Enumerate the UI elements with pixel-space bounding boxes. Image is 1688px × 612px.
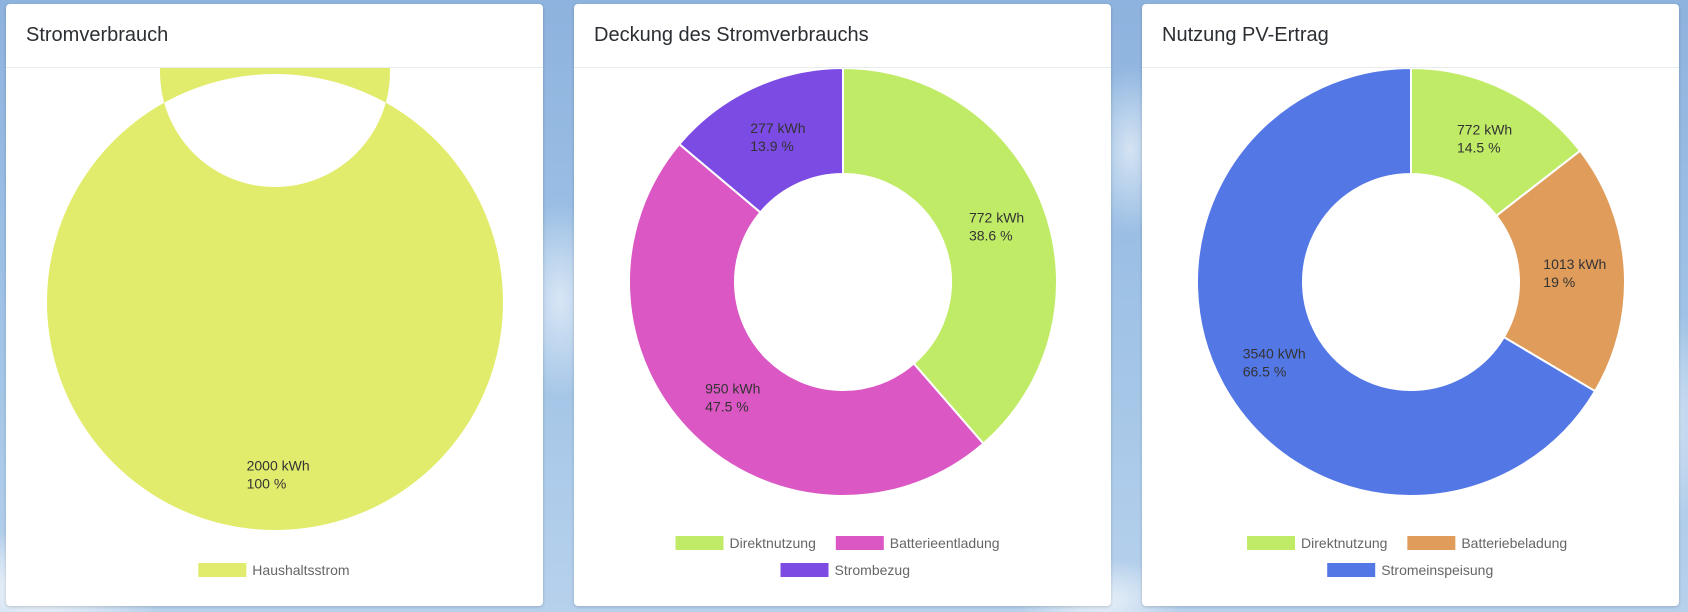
legend-item-batterieentladung[interactable]: Batterieentladung [835,535,1000,551]
donut-chart-pv-ertrag: 772 kWh 14.5 % 1013 kWh 19 % 3540 kWh 66.5 % D… [1196,68,1626,578]
slice-haushaltsstrom[interactable] [47,68,503,530]
slice-value-label: 772 kWh [1457,121,1512,137]
slice-percent-label: 66.5 % [1243,364,1287,380]
legend-item-strombezug[interactable]: Strombezug [780,562,910,578]
slice-percent-label: 100 % [247,476,287,492]
slice-value-label: 1013 kWh [1543,256,1606,272]
legend-swatch [780,563,829,577]
slice-value-label: 2000 kWh [247,458,310,474]
slice-batterieentladung[interactable] [628,142,985,497]
chart-title: Deckung des Stromverbrauchs [594,24,869,46]
card-header: Nutzung PV-Ertrag [1142,4,1679,68]
slice-value-label: 277 kWh [750,120,805,136]
legend-item-direktnutzung[interactable]: Direktnutzung [1247,535,1387,551]
legend-label: Direktnutzung [730,535,816,551]
legend-label: Haushaltsstrom [252,562,349,578]
chart-title: Stromverbrauch [26,24,169,46]
legend-label: Batterieentladung [890,535,1000,551]
card-deckung-stromverbrauch: Deckung des Stromverbrauchs 772 kWh 38.6 … [574,4,1111,606]
card-nutzung-pv-ertrag: Nutzung PV-Ertrag 772 kWh 14.5 % 1013 kWh 1… [1142,4,1679,606]
chart-legend: Direktnutzung Batterieentladung Strombezug [675,535,1000,578]
legend-swatch [1327,563,1376,577]
legend-swatch [1407,536,1456,550]
legend-item-haushaltsstrom[interactable]: Haushaltsstrom [198,562,350,578]
legend-swatch [835,536,884,550]
legend-label: Strombezug [835,562,910,578]
legend-swatch [1247,536,1296,550]
legend-item-batteriebeladung[interactable]: Batteriebeladung [1407,535,1567,551]
slice-percent-label: 13.9 % [750,138,794,154]
legend-item-stromeinspeisung[interactable]: Stromeinspeisung [1327,562,1493,578]
slice-stromeinspeisung[interactable] [1196,68,1597,497]
slice-strombezug[interactable] [677,68,844,214]
slice-percent-label: 47.5 % [705,399,749,415]
donut-chart-stromverbrauch: 2000 kWh 100 % Haushaltsstrom [47,68,503,578]
chart-legend: Direktnutzung Batteriebeladung Stromeinspe… [1247,535,1567,578]
slice-direktnutzung[interactable] [842,68,1058,445]
donut-chart-deckung: 772 kWh 38.6 % 950 kWh 47.5 % 277 kWh 13.9 % D… [628,68,1058,578]
legend-label: Stromeinspeisung [1381,562,1493,578]
legend-label: Direktnutzung [1301,535,1387,551]
chart-title: Nutzung PV-Ertrag [1162,24,1329,46]
slice-percent-label: 19 % [1543,274,1575,290]
slice-value-label: 772 kWh [969,210,1024,226]
slice-batteriebeladung[interactable] [1494,149,1626,393]
card-header: Stromverbrauch [6,4,543,68]
slice-value-label: 3540 kWh [1243,346,1306,362]
legend-item-direktnutzung[interactable]: Direktnutzung [675,535,816,551]
slice-value-label: 950 kWh [705,381,760,397]
chart-legend: Haushaltsstrom [198,562,350,578]
legend-label: Batteriebeladung [1461,535,1567,551]
legend-swatch [675,536,724,550]
card-header: Deckung des Stromverbrauchs [574,4,1111,68]
card-stromverbrauch: Stromverbrauch 2000 kWh 100 % Haushaltsstr… [6,4,543,606]
slice-percent-label: 14.5 % [1457,139,1501,155]
legend-swatch [198,563,247,577]
slice-percent-label: 38.6 % [969,228,1013,244]
